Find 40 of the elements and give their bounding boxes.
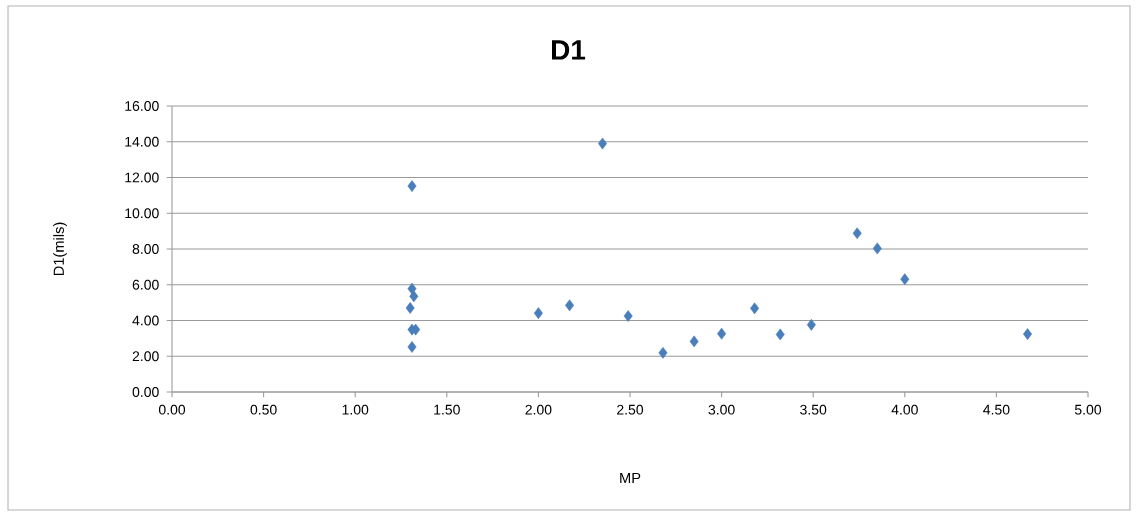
y-tick-label: 6.00 xyxy=(132,279,159,290)
point xyxy=(407,341,417,353)
point xyxy=(565,299,575,312)
point xyxy=(852,227,862,240)
x-tick-label: 4.50 xyxy=(983,404,1010,415)
y-axis-title: D1(mils) xyxy=(53,222,67,276)
y-tick-label: 10.00 xyxy=(125,208,159,219)
y-tick-label: 14.00 xyxy=(125,136,159,147)
y-tick-label: 12.00 xyxy=(125,172,159,183)
x-tick-label: 3.00 xyxy=(708,404,735,415)
x-tick-label: 2.00 xyxy=(525,404,552,415)
x-tick-label: 3.50 xyxy=(800,404,827,415)
point xyxy=(1023,328,1033,340)
x-tick-label: 4.00 xyxy=(891,404,918,415)
point xyxy=(900,273,910,286)
x-axis-title: MP xyxy=(620,472,641,484)
x-tick-label: 0.50 xyxy=(250,404,277,415)
point xyxy=(407,180,417,192)
point xyxy=(775,328,785,341)
y-tick-label: 8.00 xyxy=(132,244,159,254)
y-tick-label: 2.00 xyxy=(132,351,159,362)
point xyxy=(533,307,543,320)
x-tick-label: 2.50 xyxy=(617,404,644,415)
point xyxy=(658,346,668,359)
point xyxy=(806,318,816,331)
point xyxy=(409,290,419,303)
y-tick-label: 16.00 xyxy=(125,101,159,111)
x-tick-label: 5.00 xyxy=(1074,404,1102,415)
point xyxy=(750,302,760,315)
y-tick-label: 0.00 xyxy=(132,387,159,397)
point xyxy=(405,302,415,314)
point xyxy=(623,310,633,322)
point xyxy=(872,242,882,255)
chart-title: D1 xyxy=(552,40,586,60)
point xyxy=(689,335,699,348)
x-tick-label: 1.50 xyxy=(434,404,460,415)
x-tick-label: 0.00 xyxy=(158,404,186,415)
y-tick-label: 4.00 xyxy=(132,315,159,326)
x-tick-label: 1.00 xyxy=(342,404,369,415)
point xyxy=(717,327,727,340)
